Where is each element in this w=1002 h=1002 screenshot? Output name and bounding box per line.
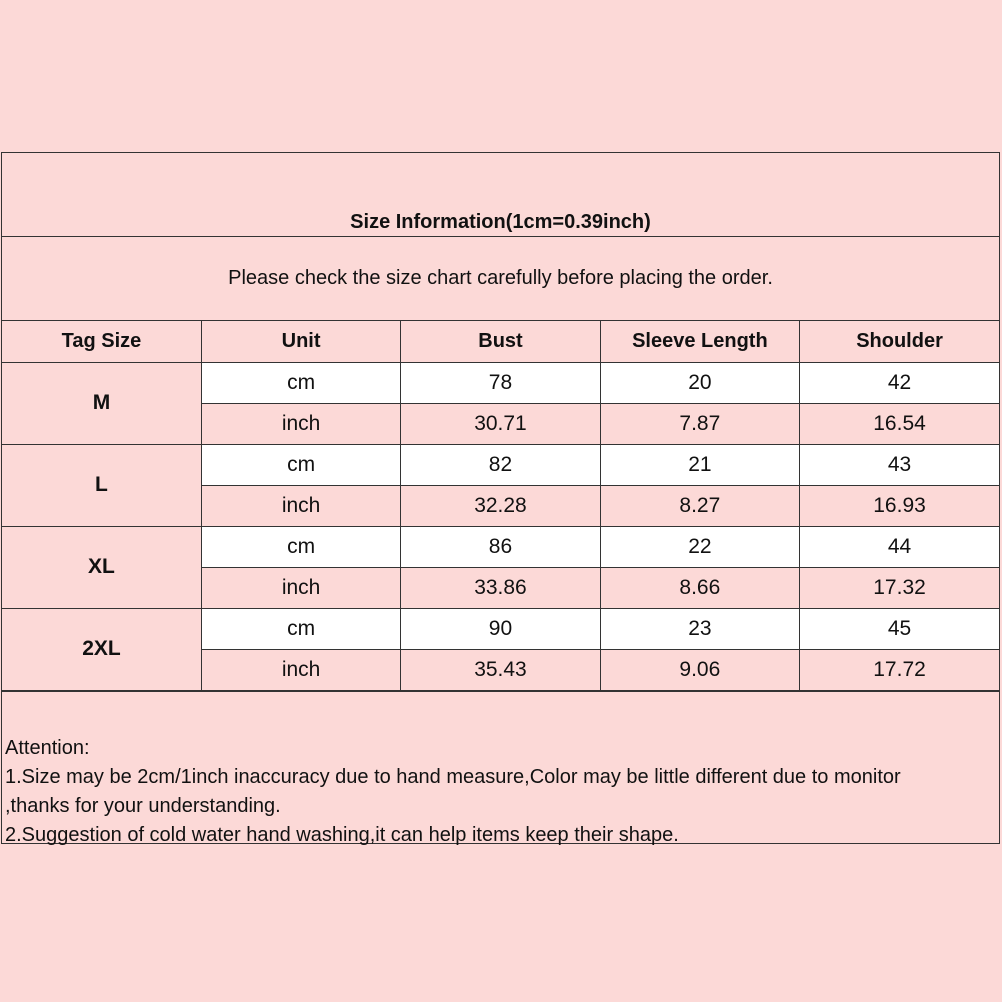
tag-size-cell: 2XL [2,607,202,691]
sleeve-length-cell: 23 [599,607,801,650]
tag-size-cell: XL [2,525,202,609]
header-shoulder: Shoulder [799,321,999,363]
shoulder-cell: 43 [799,443,999,486]
table-row: XL cm 86 22 44 [2,525,999,609]
attention-notes: Attention: 1.Size may be 2cm/1inch inacc… [2,690,999,846]
unit-cell: inch [201,648,402,691]
sleeve-length-cell: 8.27 [599,484,801,527]
bust-cell: 33.86 [400,566,601,609]
bust-cell: 90 [400,607,601,650]
table-row: inch 32.28 8.27 16.93 [2,484,999,527]
unit-cell: inch [201,566,402,609]
sleeve-length-cell: 8.66 [599,566,801,609]
shoulder-cell: 44 [799,525,999,568]
bust-cell: 30.71 [400,402,601,445]
shoulder-cell: 17.72 [799,648,999,691]
shoulder-cell: 16.93 [799,484,999,527]
chart-subtitle: Please check the size chart carefully be… [2,237,999,321]
unit-cell: cm [200,361,402,404]
table-row: 2XL cm 90 23 45 [2,607,999,691]
unit-cell: cm [200,607,402,650]
unit-cell: cm [200,525,402,568]
unit-cell: inch [201,484,402,527]
header-sleeve-length: Sleeve Length [599,321,801,363]
shoulder-cell: 17.32 [799,566,999,609]
sleeve-length-cell: 9.06 [599,648,801,691]
tag-size-cell: L [2,443,202,527]
table-row: inch 35.43 9.06 17.72 [2,648,999,691]
attention-line: ,thanks for your understanding. [5,794,281,817]
table-row: inch 33.86 8.66 17.32 [2,566,999,609]
bust-cell: 35.43 [400,648,601,691]
sleeve-length-cell: 21 [599,443,801,486]
chart-title: Size Information(1cm=0.39inch) [2,153,999,237]
size-table: Tag Size Unit Bust Sleeve Length Shoulde… [2,321,999,691]
sleeve-length-cell: 22 [599,525,801,568]
bust-cell: 86 [400,525,601,568]
shoulder-cell: 45 [799,607,999,650]
attention-line: 2.Suggestion of cold water hand washing,… [5,823,679,846]
bust-cell: 32.28 [400,484,601,527]
table-header-row: Tag Size Unit Bust Sleeve Length Shoulde… [2,321,999,363]
attention-line: 1.Size may be 2cm/1inch inaccuracy due t… [5,765,901,788]
attention-heading: Attention: [5,736,90,759]
tag-size-cell: M [2,361,202,445]
sleeve-length-cell: 20 [599,361,801,404]
header-tag-size: Tag Size [2,321,202,363]
unit-cell: cm [200,443,402,486]
bust-cell: 82 [400,443,601,486]
shoulder-cell: 42 [799,361,999,404]
size-chart: Size Information(1cm=0.39inch) Please ch… [1,152,1000,846]
header-bust: Bust [400,321,601,363]
unit-cell: inch [201,402,402,445]
shoulder-cell: 16.54 [799,402,999,445]
header-unit: Unit [200,321,402,363]
bust-cell: 78 [400,361,601,404]
sleeve-length-cell: 7.87 [599,402,801,445]
